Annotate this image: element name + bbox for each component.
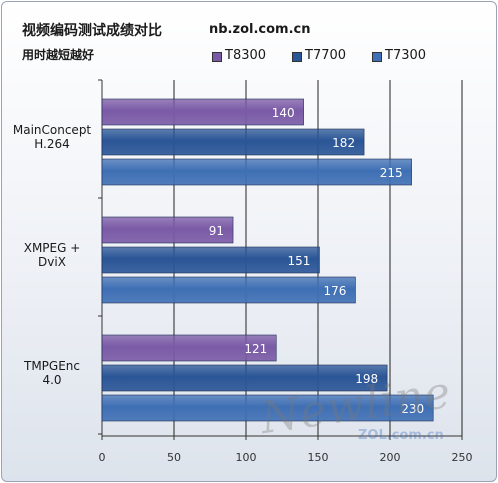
bar-t7700-3	[101, 364, 388, 392]
bar-t7300-3	[101, 394, 434, 422]
legend-label-t8300: T8300	[225, 48, 267, 63]
category-label: MainConcept H.264	[13, 123, 92, 151]
x-tick-label: 250	[452, 451, 473, 464]
legend-swatch-t7700	[292, 52, 302, 62]
chart-title: 视频编码测试成绩对比	[22, 23, 162, 39]
chart-subtitle: 用时越短越好	[22, 48, 95, 62]
x-tick-label: 200	[380, 451, 401, 464]
bar-t7300-1	[101, 158, 412, 186]
data-label: 121	[244, 342, 267, 356]
legend-swatch-t8300	[212, 52, 222, 62]
legend-label-t7700: T7700	[305, 48, 347, 63]
data-label: 182	[332, 136, 355, 150]
bar-t8300-3	[101, 334, 277, 362]
x-tick-label: 100	[236, 451, 257, 464]
data-label: 91	[209, 224, 224, 238]
data-label: 140	[272, 106, 295, 120]
bar-t7700-1	[101, 128, 365, 156]
data-label: 230	[401, 402, 424, 416]
bar-t8300-1	[101, 98, 304, 126]
category-label: TMPGEnc 4.0	[23, 359, 80, 387]
site-url: nb.zol.com.cn	[209, 22, 311, 37]
bar-t7700-2	[101, 246, 320, 274]
data-label: 215	[380, 166, 403, 180]
legend-label-t7300: T7300	[385, 48, 427, 63]
bar-t8300-2	[101, 216, 234, 244]
bar-t7300-2	[101, 276, 356, 304]
category-label: XMPEG + DviX	[24, 241, 81, 269]
x-tick-label: 150	[308, 451, 329, 464]
data-label: 176	[324, 284, 347, 298]
x-tick-label: 0	[99, 451, 106, 464]
legend-swatch-t7300	[372, 52, 382, 62]
data-label: 151	[288, 254, 311, 268]
x-tick-label: 50	[167, 451, 181, 464]
data-label: 198	[355, 372, 378, 386]
